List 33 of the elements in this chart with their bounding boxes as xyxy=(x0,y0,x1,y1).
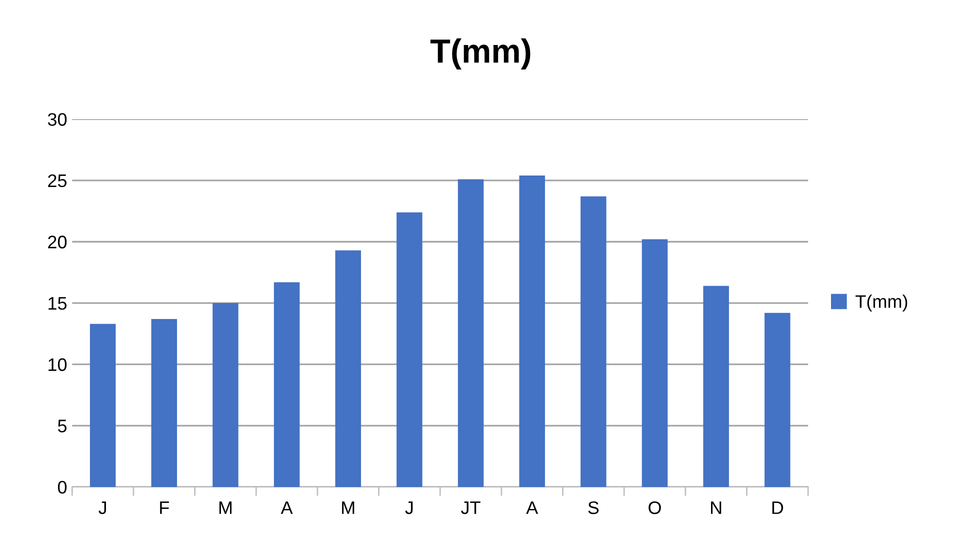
y-tick-label: 25 xyxy=(48,174,67,188)
y-tick-label: 5 xyxy=(58,420,67,432)
bar xyxy=(458,179,484,487)
x-tick-label: F xyxy=(160,502,169,514)
x-tick-label: M xyxy=(219,502,232,514)
y-tick-label: 30 xyxy=(48,113,67,126)
x-tick-label: A xyxy=(280,502,293,514)
bar xyxy=(642,239,668,487)
x-tick-label: D xyxy=(772,502,784,514)
y-tick-label: 0 xyxy=(58,480,67,494)
bar xyxy=(519,176,545,487)
chart-title: T(mm) xyxy=(430,38,530,70)
bar xyxy=(212,303,238,487)
bar xyxy=(764,312,790,487)
bar xyxy=(580,196,606,487)
x-tick-label: J xyxy=(98,502,106,514)
x-tick-label: S xyxy=(588,501,599,514)
bar xyxy=(703,286,729,487)
x-tick-label: O xyxy=(648,501,661,514)
bar xyxy=(90,324,116,487)
bar xyxy=(335,250,362,487)
x-tick-label: A xyxy=(526,502,538,514)
bar xyxy=(274,282,300,487)
x-tick-label: JT xyxy=(461,502,480,514)
y-tick-label: 20 xyxy=(48,236,67,248)
bar xyxy=(151,318,178,487)
x-tick-label: M xyxy=(342,502,354,514)
x-tick-label: N xyxy=(711,502,722,514)
y-tick-label: 10 xyxy=(48,358,67,372)
y-tick-label: 15 xyxy=(48,297,67,310)
bar xyxy=(396,212,422,487)
legend-label: T(mm) xyxy=(856,294,908,312)
x-tick-label: J xyxy=(405,502,413,514)
